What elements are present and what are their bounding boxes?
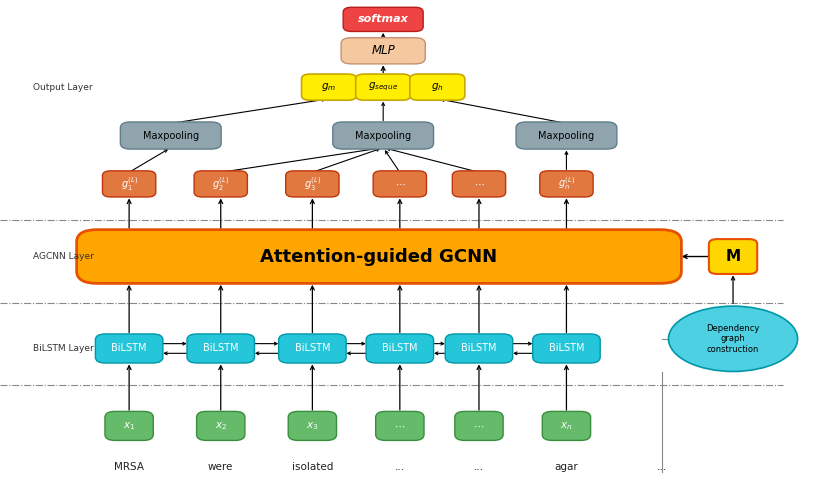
Text: Maxpooling: Maxpooling (355, 131, 412, 140)
Text: BiLSTM: BiLSTM (461, 344, 496, 353)
FancyBboxPatch shape (445, 334, 512, 363)
Text: $\cdots$: $\cdots$ (395, 179, 405, 189)
Text: $g_n^{(L)}$: $g_n^{(L)}$ (558, 176, 575, 192)
Text: $x_1$: $x_1$ (123, 420, 135, 432)
FancyBboxPatch shape (194, 171, 247, 197)
FancyBboxPatch shape (77, 230, 681, 284)
Text: $g_3^{(L)}$: $g_3^{(L)}$ (304, 175, 321, 193)
Text: MRSA: MRSA (114, 462, 144, 472)
Text: ...: ... (474, 462, 484, 472)
FancyBboxPatch shape (516, 122, 616, 149)
FancyBboxPatch shape (102, 171, 156, 197)
Text: BiLSTM: BiLSTM (549, 344, 584, 353)
FancyBboxPatch shape (278, 334, 347, 363)
Text: were: were (208, 462, 233, 472)
FancyBboxPatch shape (187, 334, 254, 363)
Text: isolated: isolated (292, 462, 333, 472)
FancyBboxPatch shape (542, 411, 591, 440)
Text: ...: ... (395, 462, 405, 472)
FancyBboxPatch shape (709, 239, 757, 274)
Text: $g_1^{(L)}$: $g_1^{(L)}$ (121, 175, 137, 193)
FancyBboxPatch shape (197, 411, 245, 440)
FancyBboxPatch shape (376, 411, 424, 440)
FancyBboxPatch shape (95, 334, 163, 363)
Text: $g_{seque}$: $g_{seque}$ (368, 81, 398, 93)
FancyBboxPatch shape (343, 7, 423, 31)
Text: $\cdots$: $\cdots$ (394, 421, 406, 431)
Text: Output Layer: Output Layer (33, 83, 93, 91)
Text: BiLSTM Layer: BiLSTM Layer (33, 344, 94, 353)
FancyBboxPatch shape (455, 411, 503, 440)
FancyBboxPatch shape (533, 334, 600, 363)
Text: BiLSTM: BiLSTM (295, 344, 330, 353)
Text: $\cdots$: $\cdots$ (473, 421, 485, 431)
Text: ...: ... (657, 462, 667, 472)
Text: BiLSTM: BiLSTM (382, 344, 417, 353)
FancyBboxPatch shape (373, 171, 426, 197)
Text: agar: agar (555, 462, 578, 472)
FancyBboxPatch shape (540, 171, 593, 197)
FancyBboxPatch shape (356, 74, 411, 100)
Text: AGCNN Layer: AGCNN Layer (33, 252, 94, 261)
FancyBboxPatch shape (410, 74, 465, 100)
FancyBboxPatch shape (342, 38, 425, 64)
Text: $x_2$: $x_2$ (215, 420, 227, 432)
Text: $g_h$: $g_h$ (431, 81, 444, 93)
FancyBboxPatch shape (105, 411, 153, 440)
Text: Attention-guided GCNN: Attention-guided GCNN (261, 247, 497, 266)
Text: $x_n$: $x_n$ (560, 420, 573, 432)
Text: $g_2^{(L)}$: $g_2^{(L)}$ (212, 175, 229, 193)
Text: Maxpooling: Maxpooling (142, 131, 199, 140)
FancyBboxPatch shape (288, 411, 337, 440)
FancyBboxPatch shape (302, 74, 357, 100)
FancyBboxPatch shape (452, 171, 506, 197)
Text: $x_3$: $x_3$ (307, 420, 318, 432)
Ellipse shape (668, 306, 797, 372)
Text: softmax: softmax (358, 15, 408, 24)
Text: M: M (726, 249, 741, 264)
FancyBboxPatch shape (120, 122, 222, 149)
Text: Dependency
graph
construction: Dependency graph construction (706, 324, 760, 354)
Text: BiLSTM: BiLSTM (203, 344, 238, 353)
Text: $\cdots$: $\cdots$ (474, 179, 484, 189)
FancyBboxPatch shape (286, 171, 339, 197)
Text: $g_m$: $g_m$ (322, 81, 337, 93)
Text: BiLSTM: BiLSTM (112, 344, 147, 353)
FancyBboxPatch shape (366, 334, 433, 363)
FancyBboxPatch shape (332, 122, 434, 149)
Text: MLP: MLP (372, 45, 395, 57)
Text: Maxpooling: Maxpooling (538, 131, 595, 140)
